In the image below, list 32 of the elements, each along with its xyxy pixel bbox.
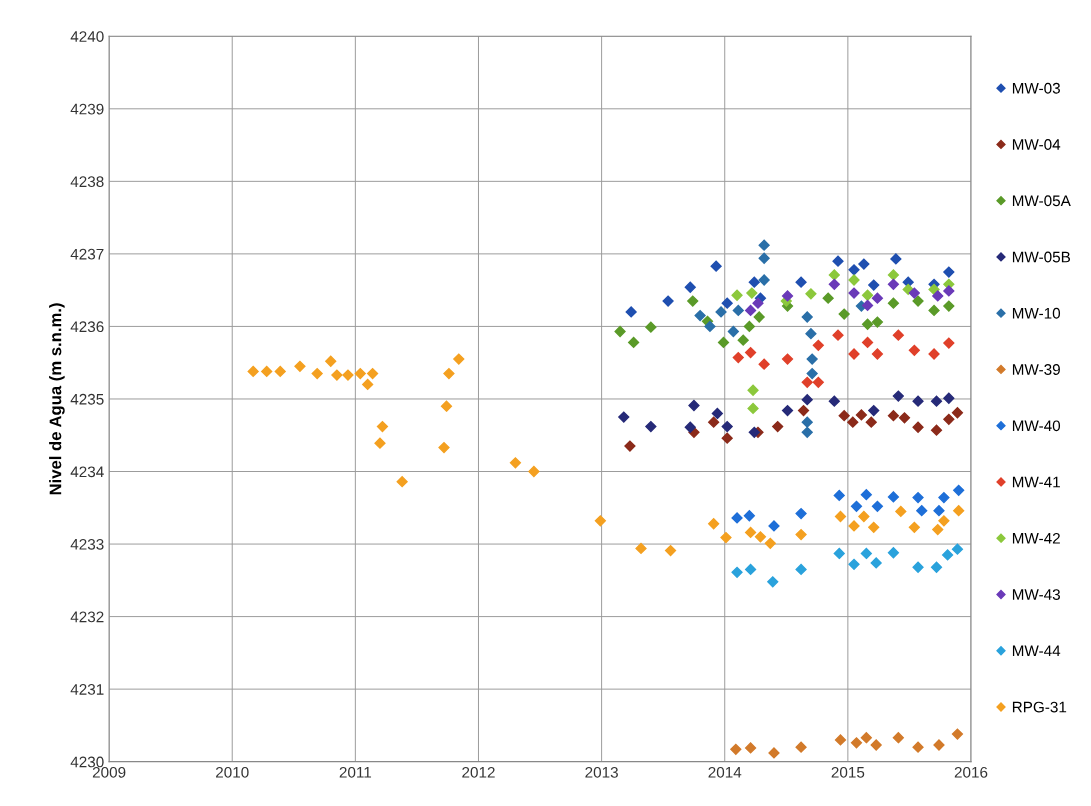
y-axis-title: Nivel de Agua (m s.n.m.) bbox=[49, 303, 65, 495]
x-tick-label: 2013 bbox=[585, 766, 618, 778]
legend-label: MW-03 bbox=[1012, 82, 1060, 94]
y-tick-label: 4233 bbox=[70, 538, 104, 550]
legend-label: MW-42 bbox=[1012, 532, 1060, 544]
x-tick-label: 2014 bbox=[708, 766, 742, 778]
y-tick-label: 4235 bbox=[70, 393, 104, 405]
legend-label: MW-05A bbox=[1012, 195, 1071, 207]
legend-label: MW-44 bbox=[1012, 645, 1061, 657]
x-tick-label: 2010 bbox=[216, 766, 249, 778]
y-tick-label: 4234 bbox=[70, 466, 104, 478]
x-tick-label: 2011 bbox=[339, 766, 372, 778]
y-tick-label: 4239 bbox=[70, 103, 104, 115]
y-tick-label: 4231 bbox=[70, 684, 104, 695]
legend-label: MW-10 bbox=[1012, 307, 1061, 319]
x-tick-label: 2015 bbox=[831, 766, 865, 778]
y-tick-label: 4230 bbox=[70, 756, 104, 768]
legend-label: MW-39 bbox=[1012, 364, 1060, 375]
y-tick-label: 4232 bbox=[70, 611, 104, 623]
legend-label: MW-41 bbox=[1012, 476, 1060, 488]
legend-label: RPG-31 bbox=[1012, 701, 1067, 713]
y-tick-label: 4236 bbox=[70, 321, 104, 333]
y-tick-label: 4238 bbox=[70, 176, 104, 188]
legend-label: MW-40 bbox=[1012, 420, 1061, 432]
legend-label: MW-43 bbox=[1012, 589, 1060, 600]
x-tick-label: 2012 bbox=[462, 766, 495, 778]
y-tick-label: 4237 bbox=[70, 248, 104, 260]
y-tick-label: 4240 bbox=[70, 31, 104, 42]
legend-label: MW-04 bbox=[1012, 139, 1061, 150]
x-tick-label: 2016 bbox=[954, 766, 988, 778]
legend-label: MW-05B bbox=[1012, 251, 1071, 263]
x-tick-label: 2009 bbox=[92, 766, 126, 778]
